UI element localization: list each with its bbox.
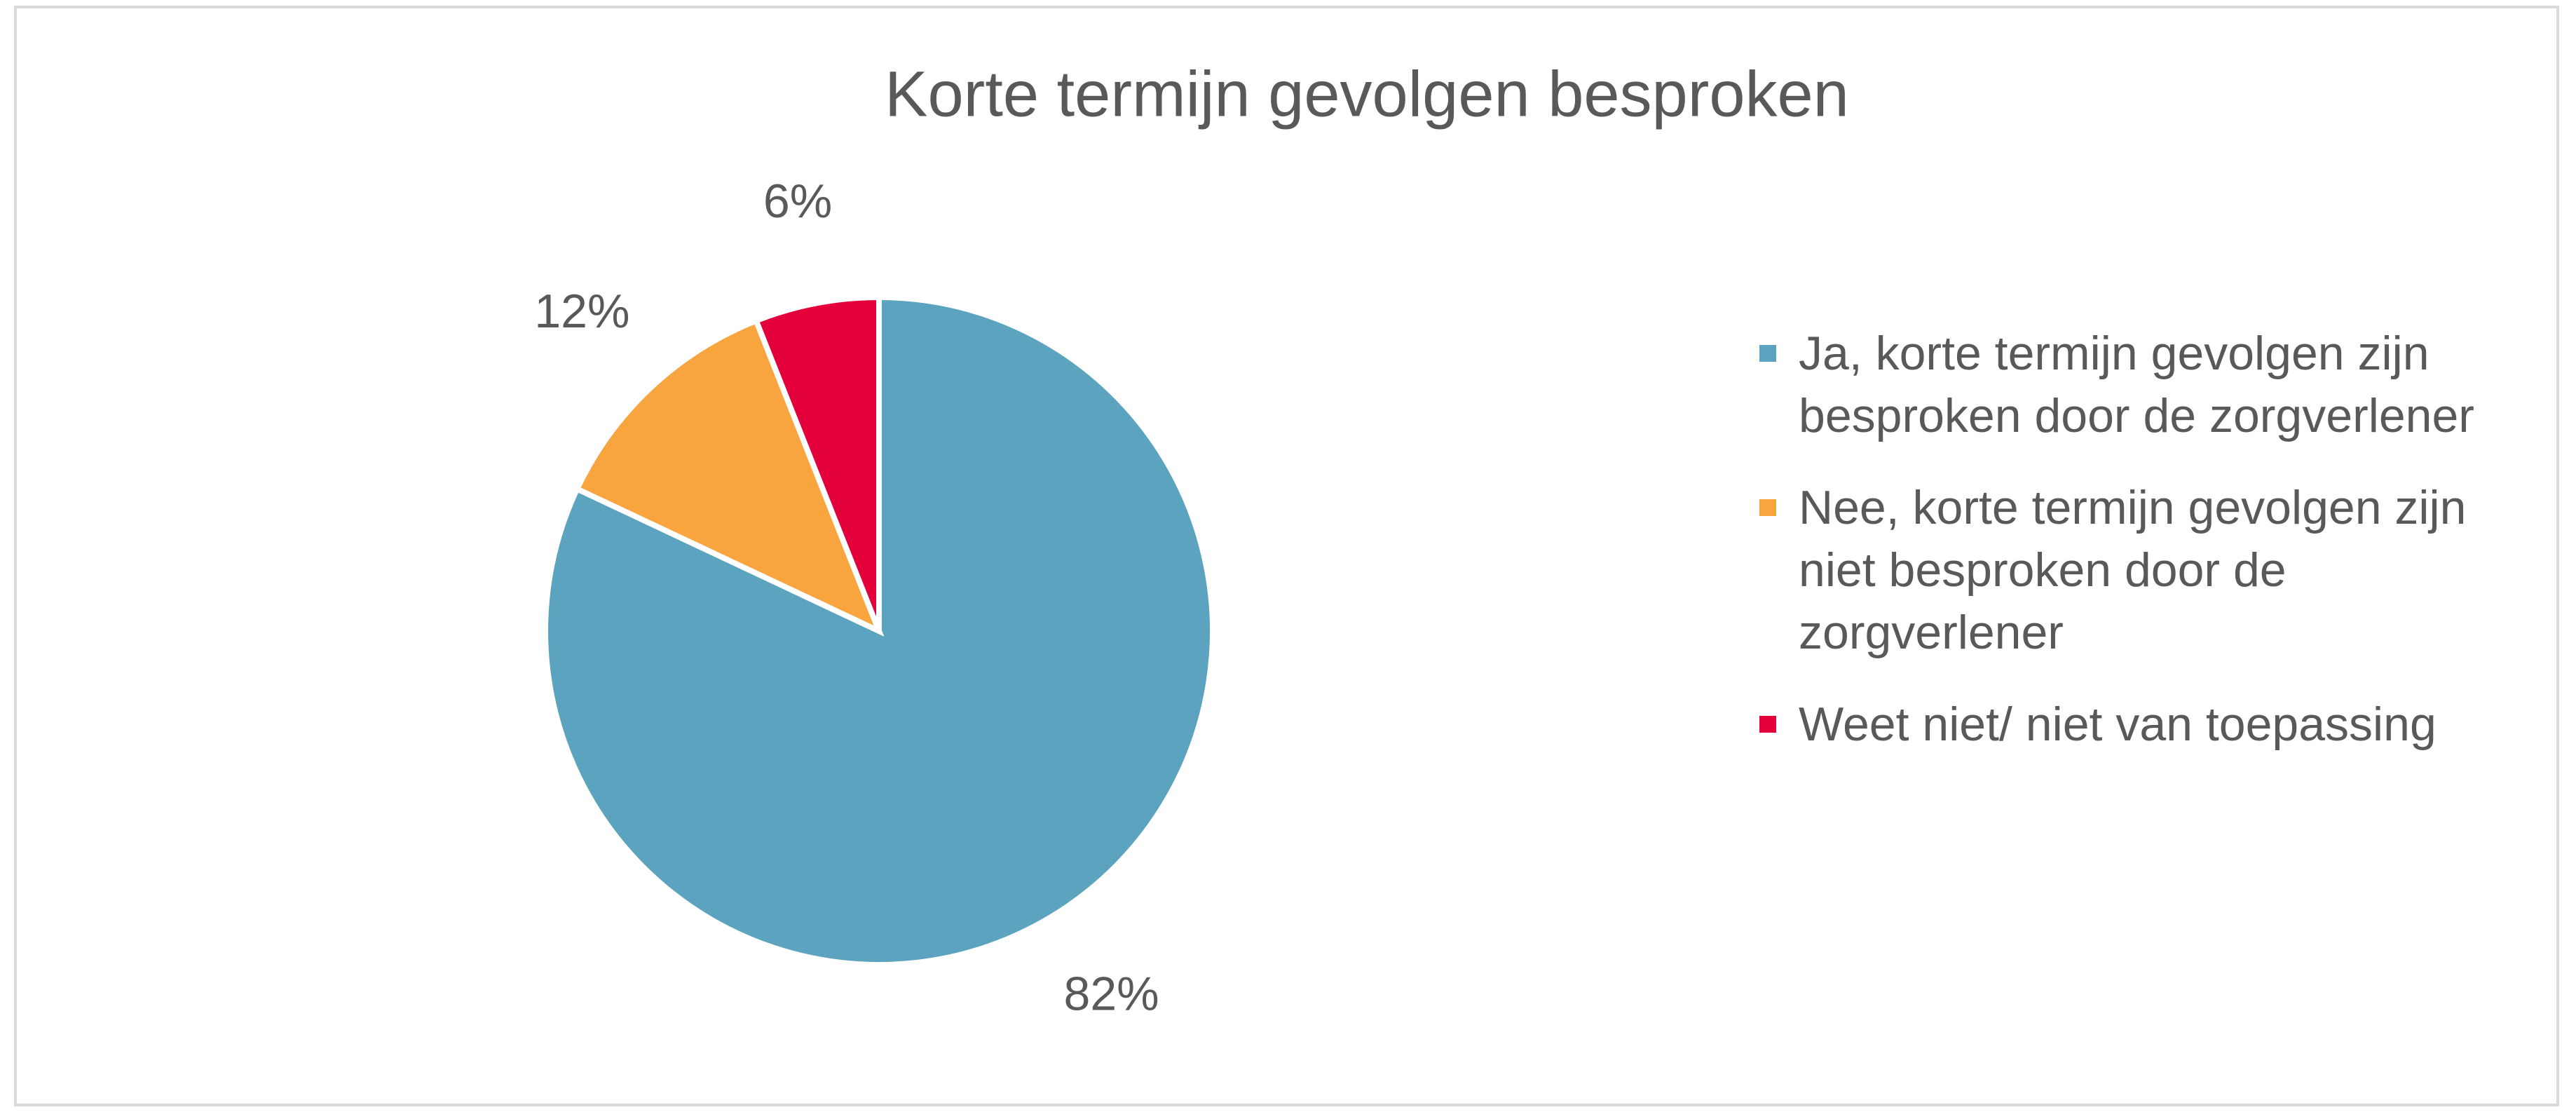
data-label: 82% — [1064, 967, 1159, 1020]
legend-label: Ja, korte termijn gevolgen zijn besproke… — [1799, 327, 2474, 442]
legend-swatch — [1759, 345, 1776, 362]
chart-frame — [14, 6, 2559, 1106]
data-label: 12% — [534, 285, 629, 338]
legend-swatch — [1759, 499, 1776, 516]
legend-entry: Weet niet/ niet van toepassing — [1759, 693, 2530, 756]
pie-slice — [573, 317, 885, 637]
legend-label: Nee, korte termijn gevolgen zijn niet be… — [1799, 481, 2467, 659]
data-label: 6% — [763, 175, 832, 228]
legend: Ja, korte termijn gevolgen zijn besproke… — [1759, 323, 2530, 785]
legend-entry: Nee, korte termijn gevolgen zijn niet be… — [1759, 477, 2530, 664]
chart-title: Korte termijn gevolgen besproken — [885, 58, 1849, 130]
legend-entry: Ja, korte termijn gevolgen zijn besproke… — [1759, 323, 2530, 447]
legend-swatch — [1759, 716, 1776, 733]
legend-label: Weet niet/ niet van toepassing — [1799, 698, 2437, 751]
pie-slice — [752, 294, 882, 632]
